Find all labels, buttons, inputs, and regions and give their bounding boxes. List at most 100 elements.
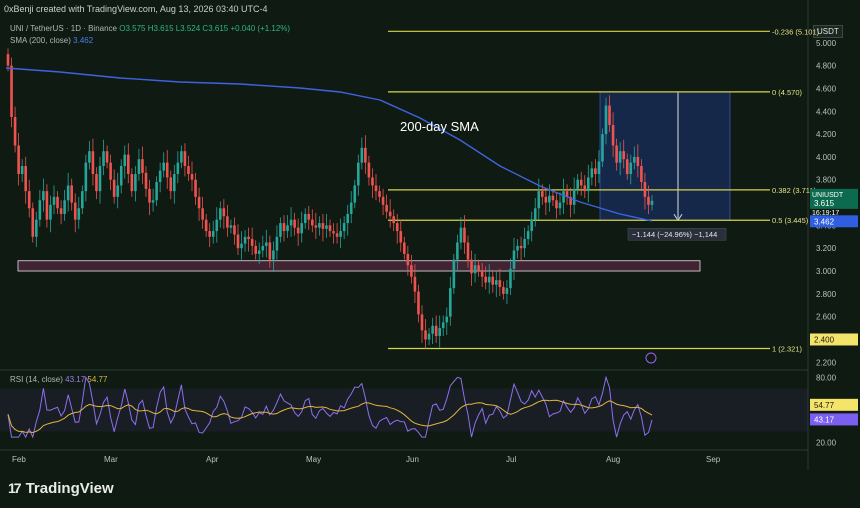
legend-ohlc: O3.575 H3.615 L3.524 C3.615 +0.040 (+1.1…: [119, 24, 291, 33]
candle-body: [180, 151, 183, 163]
candle-body: [176, 162, 180, 175]
y-tick-label: 3.200: [816, 244, 837, 253]
candle-body: [647, 196, 650, 205]
candle-body: [342, 223, 346, 232]
candle-body: [219, 208, 222, 220]
candle-body: [73, 202, 77, 220]
candle-body: [615, 145, 618, 163]
sma-annotation: 200-day SMA: [400, 119, 479, 134]
candle-body: [579, 179, 583, 186]
candle-body: [360, 147, 364, 163]
candle-body: [516, 245, 519, 251]
candle-body: [27, 191, 31, 209]
candle-body: [526, 231, 530, 240]
candle-body: [608, 105, 611, 125]
candle-body: [17, 145, 20, 175]
legend-sma[interactable]: SMA (200, close) 3.462: [10, 36, 93, 45]
y-tick-label: 3.800: [816, 176, 837, 185]
x-tick-label: Jun: [406, 455, 419, 464]
legend-rsi[interactable]: RSI (14, close) 43.17 54.77: [10, 375, 107, 384]
candle-body: [42, 191, 45, 201]
legend-symbol-name: UNI / TetherUS · 1D · Binance: [10, 24, 118, 33]
candle-body: [20, 166, 24, 175]
sma-price-label-box: [810, 215, 858, 228]
candle-body: [335, 233, 339, 237]
candle-body: [371, 177, 374, 186]
candle-body: [311, 219, 314, 226]
candle-body: [640, 166, 643, 183]
candle-body: [367, 162, 371, 178]
candle-body: [364, 147, 367, 163]
candle-body: [491, 276, 495, 285]
candle-body: [81, 191, 84, 209]
legend-sma-value: 3.462: [73, 36, 94, 45]
candle-body: [187, 166, 190, 175]
last-price-symbol: UNIUSDT: [812, 192, 844, 199]
candle-body: [633, 156, 636, 163]
candle-body: [395, 223, 399, 232]
fib-level-label: 0.5 (3.445): [772, 216, 809, 225]
x-tick-label: Sep: [706, 455, 721, 464]
candle-body: [229, 225, 233, 228]
candle-body: [240, 243, 243, 249]
rsi-ma-price-label: 54.77: [814, 401, 835, 410]
candle-body: [572, 188, 576, 205]
candle-body: [35, 219, 38, 237]
candle-body: [498, 280, 502, 287]
candle-body: [625, 159, 629, 175]
candle-body: [399, 231, 403, 243]
resistance-zone: [17, 260, 701, 272]
candle-body: [509, 268, 512, 289]
candle-body: [201, 208, 204, 220]
candle-body: [346, 213, 349, 224]
candle-body: [523, 239, 526, 249]
x-tick-label: Aug: [606, 455, 620, 464]
candle-body: [183, 151, 187, 167]
candle-body: [137, 159, 141, 175]
candle-body: [84, 162, 88, 192]
candle-body: [456, 242, 459, 260]
candle-body: [261, 245, 265, 251]
candle-body: [480, 271, 484, 277]
candle-body: [134, 174, 137, 192]
last-price-countdown: 16:19:17: [812, 210, 839, 217]
candle-body: [636, 156, 640, 167]
candle-body: [392, 216, 395, 224]
rsi-band: [0, 388, 808, 432]
candle-body: [318, 223, 321, 228]
tradingview-logo-icon: 17: [8, 480, 22, 496]
candle-body: [91, 151, 95, 175]
y-tick-label: 4.600: [816, 84, 837, 93]
candle-body: [505, 288, 509, 294]
sma-200-line: [5, 67, 653, 222]
candle-body: [449, 288, 452, 317]
candle-body: [119, 166, 123, 186]
candle-body: [441, 322, 445, 329]
fib-level-label: 1 (2.321): [772, 344, 803, 353]
candle-body: [325, 225, 328, 229]
candle-body: [141, 159, 144, 173]
candle-body: [247, 236, 250, 240]
candle-body: [512, 250, 516, 269]
y-tick-label: 5.000: [816, 39, 837, 48]
candle-body: [59, 208, 63, 214]
currency-badge[interactable]: USDT: [813, 25, 843, 38]
candle-body: [70, 185, 73, 203]
candle-body: [601, 134, 604, 162]
tradingview-brand[interactable]: 17 TradingView: [8, 480, 114, 497]
candle-body: [477, 265, 480, 272]
candle-body: [650, 200, 654, 205]
candle-body: [562, 191, 565, 203]
candle-body: [487, 276, 491, 283]
candle-body: [236, 234, 240, 249]
candle-body: [158, 170, 162, 183]
candle-body: [321, 223, 325, 229]
candle-body: [502, 286, 505, 294]
x-tick-label: Mar: [104, 455, 118, 464]
alert-icon: [645, 352, 657, 364]
candle-body: [410, 265, 413, 277]
candle-body: [130, 174, 134, 192]
candle-body: [544, 196, 548, 203]
candle-body: [98, 166, 102, 192]
